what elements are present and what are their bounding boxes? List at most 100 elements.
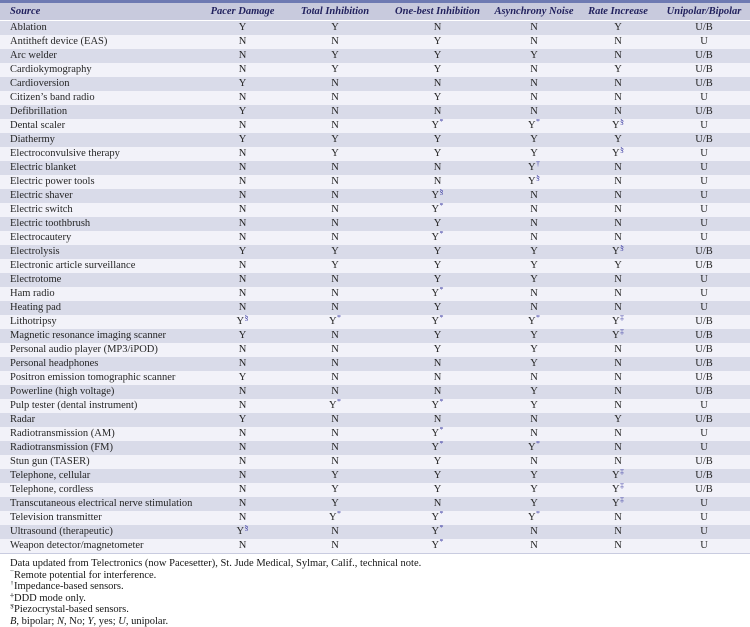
cell-value: Y* xyxy=(285,399,385,413)
footnote-line: *Remote potential for interference. xyxy=(10,570,742,582)
cell-value: N xyxy=(490,413,578,427)
footnote-marker: ‡ xyxy=(620,497,624,504)
cell-value: N xyxy=(200,399,285,413)
cell-source: Cardiokymography xyxy=(0,63,200,77)
cell-value: N xyxy=(490,371,578,385)
cell-value: Y* xyxy=(385,539,490,554)
cell-value: U xyxy=(658,217,750,231)
cell-value: N xyxy=(285,105,385,119)
abbrev-text: , unipolar. xyxy=(126,616,168,627)
cell-value: Y* xyxy=(490,119,578,133)
cell-value: N xyxy=(200,161,285,175)
cell-value: U xyxy=(658,525,750,539)
cell-value: N xyxy=(578,385,658,399)
cell-value: Y xyxy=(285,497,385,511)
cell-value: Y* xyxy=(385,525,490,539)
cell-value: Y xyxy=(285,469,385,483)
cell-value: Y xyxy=(285,483,385,497)
cell-source: Personal headphones xyxy=(0,357,200,371)
footnote-marker: * xyxy=(440,315,444,322)
footnote-marker: * xyxy=(440,399,444,406)
cell-value: Y* xyxy=(385,427,490,441)
cell-value: N xyxy=(200,427,285,441)
cell-value: Y* xyxy=(285,315,385,329)
cell-value: N xyxy=(285,77,385,91)
cell-value: N xyxy=(200,231,285,245)
cell-value: N xyxy=(490,287,578,301)
cell-value: Y* xyxy=(490,441,578,455)
cell-value: N xyxy=(385,161,490,175)
footnote-abbreviations: B, bipolar; N, No; Y, yes; U, unipolar. xyxy=(10,616,742,627)
cell-value: N xyxy=(285,35,385,49)
cell-value: N xyxy=(285,175,385,189)
cell-value: N xyxy=(578,189,658,203)
col-header-total-inhibition: Total Inhibition xyxy=(285,3,385,21)
cell-source: Electric toothbrush xyxy=(0,217,200,231)
footnote-line-marker: * xyxy=(10,570,14,576)
cell-value: N xyxy=(285,371,385,385)
cell-value: Y§ xyxy=(578,147,658,161)
cell-value: Y xyxy=(385,343,490,357)
cell-source: Electroconvulsive therapy xyxy=(0,147,200,161)
cell-value: N xyxy=(285,413,385,427)
cell-source: Ablation xyxy=(0,21,200,36)
cell-value: U/B xyxy=(658,371,750,385)
cell-source: Electrotome xyxy=(0,273,200,287)
cell-value: U/B xyxy=(658,133,750,147)
cell-value: Y xyxy=(385,35,490,49)
cell-value: N xyxy=(578,273,658,287)
cell-value: N xyxy=(285,329,385,343)
cell-value: Y xyxy=(200,133,285,147)
cell-value: N xyxy=(385,357,490,371)
cell-value: Y§ xyxy=(578,245,658,259)
cell-value: Y xyxy=(200,413,285,427)
cell-value: N xyxy=(200,357,285,371)
cell-value: Y xyxy=(385,147,490,161)
cell-value: Y xyxy=(200,105,285,119)
cell-value: Y* xyxy=(385,511,490,525)
col-header-rate-increase: Rate Increase xyxy=(578,3,658,21)
cell-value: Y xyxy=(490,343,578,357)
cell-value: Y‡ xyxy=(578,329,658,343)
cell-value: Y xyxy=(385,133,490,147)
cell-source: Radiotransmission (AM) xyxy=(0,427,200,441)
cell-value: Y* xyxy=(490,315,578,329)
cell-value: U xyxy=(658,399,750,413)
cell-source: Radar xyxy=(0,413,200,427)
cell-value: Y xyxy=(385,329,490,343)
cell-value: U xyxy=(658,161,750,175)
cell-value: Y xyxy=(385,91,490,105)
cell-source: Cardioversion xyxy=(0,77,200,91)
cell-value: Y xyxy=(385,217,490,231)
cell-source: Television transmitter xyxy=(0,511,200,525)
cell-value: N xyxy=(200,343,285,357)
cell-value: Y xyxy=(385,49,490,63)
cell-value: U/B xyxy=(658,315,750,329)
abbrev-text: , No; xyxy=(64,616,88,627)
cell-value: N xyxy=(578,217,658,231)
footnote-marked-lines: *Remote potential for interference.†Impe… xyxy=(10,570,742,616)
cell-source: Arc welder xyxy=(0,49,200,63)
cell-source: Ultrasound (therapeutic) xyxy=(0,525,200,539)
cell-value: Y‡ xyxy=(578,469,658,483)
footnote-marker: * xyxy=(440,287,444,294)
cell-value: Y‡ xyxy=(578,497,658,511)
footnote-marker: * xyxy=(440,231,444,238)
cell-value: Y* xyxy=(285,511,385,525)
cell-value: U xyxy=(658,231,750,245)
cell-source: Antitheft device (EAS) xyxy=(0,35,200,49)
cell-value: N xyxy=(285,301,385,315)
cell-value: Y xyxy=(578,63,658,77)
cell-value: Y xyxy=(490,385,578,399)
